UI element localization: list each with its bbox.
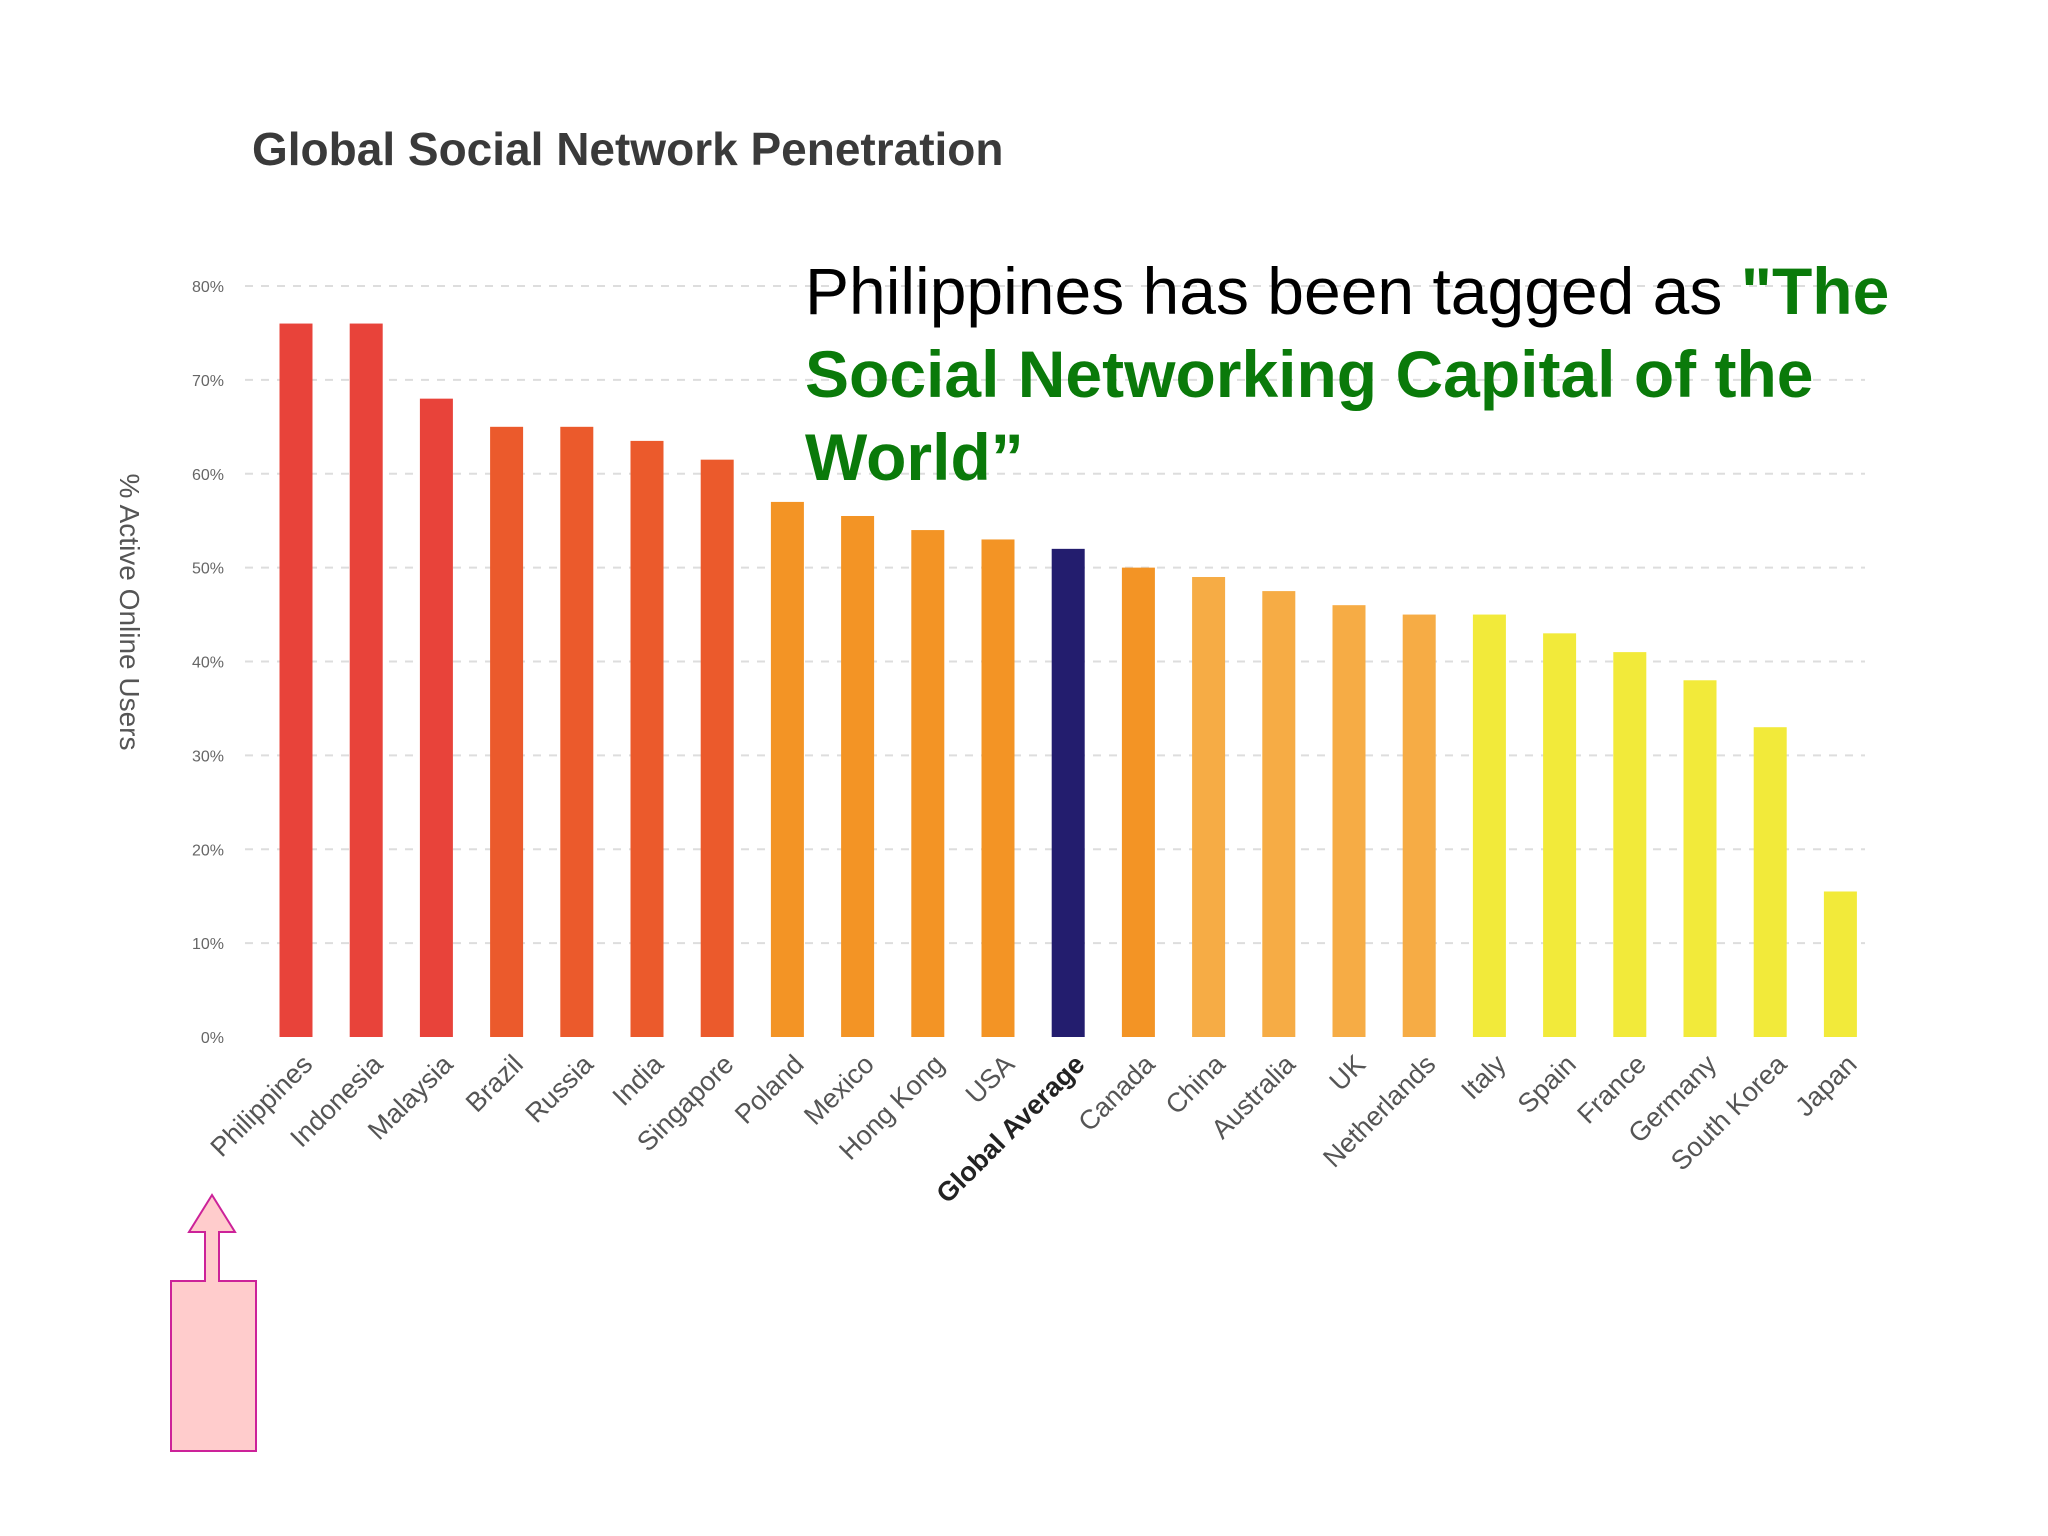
y-tick-label: 20% (192, 842, 224, 859)
bar-singapore (700, 459, 734, 1037)
up-arrow-shape (170, 1193, 257, 1452)
bar-global-average (1051, 548, 1085, 1037)
y-axis-label: % Active Online Users (114, 474, 145, 751)
bar-philippines (279, 323, 313, 1037)
bar-russia (560, 426, 594, 1037)
bar-japan (1823, 891, 1857, 1037)
y-tick-label: 30% (192, 748, 224, 765)
bar-malaysia (419, 398, 453, 1037)
bar-uk (1332, 605, 1366, 1037)
x-tick-label: Italy (1455, 1049, 1512, 1106)
bar-mexico (841, 515, 875, 1037)
y-tick-label: 10% (192, 936, 224, 953)
x-tick-label: India (607, 1048, 670, 1111)
bar-france (1613, 652, 1647, 1037)
y-tick-label: 60% (192, 467, 224, 484)
bar-italy (1472, 614, 1506, 1037)
x-tick-label: Japan (1789, 1049, 1862, 1122)
callout-highlight-text: "The Social Networking Capital of the Wo… (805, 254, 1890, 494)
callout-annotation: Philippines has been tagged as "The Soci… (805, 250, 1955, 499)
bar-hong-kong (911, 530, 945, 1037)
y-tick-label: 0% (201, 1030, 224, 1047)
x-tick-label: UK (1324, 1049, 1372, 1097)
bar-germany (1683, 680, 1717, 1037)
callout-plain-text: Philippines has been tagged as (805, 254, 1741, 328)
chart-title: Global Social Network Penetration (252, 123, 1004, 175)
bar-spain (1543, 633, 1577, 1037)
y-tick-label: 70% (192, 373, 224, 390)
x-tick-label: Russia (519, 1048, 599, 1128)
bar-india (630, 440, 664, 1037)
bar-brazil (490, 426, 524, 1037)
y-tick-label: 80% (192, 279, 224, 296)
x-tick-label: Poland (729, 1049, 810, 1130)
bar-netherlands (1402, 614, 1436, 1037)
y-tick-label: 40% (192, 655, 224, 672)
bar-china (1192, 577, 1226, 1037)
y-axis-ticks: 0% 10% 20% 30% 40% 50% 60% 70% 80% (192, 279, 224, 1047)
bars (279, 323, 1857, 1038)
y-tick-label: 50% (192, 561, 224, 578)
bar-indonesia (349, 323, 383, 1037)
bar-australia (1262, 591, 1296, 1037)
bar-poland (770, 501, 804, 1038)
bar-south-korea (1753, 727, 1787, 1037)
bar-canada (1121, 567, 1155, 1037)
x-tick-label: Canada (1073, 1048, 1162, 1137)
gridlines (245, 285, 1865, 945)
x-tick-label: USA (960, 1049, 1020, 1109)
bar-usa (981, 539, 1015, 1037)
up-arrow-icon (170, 1193, 257, 1452)
